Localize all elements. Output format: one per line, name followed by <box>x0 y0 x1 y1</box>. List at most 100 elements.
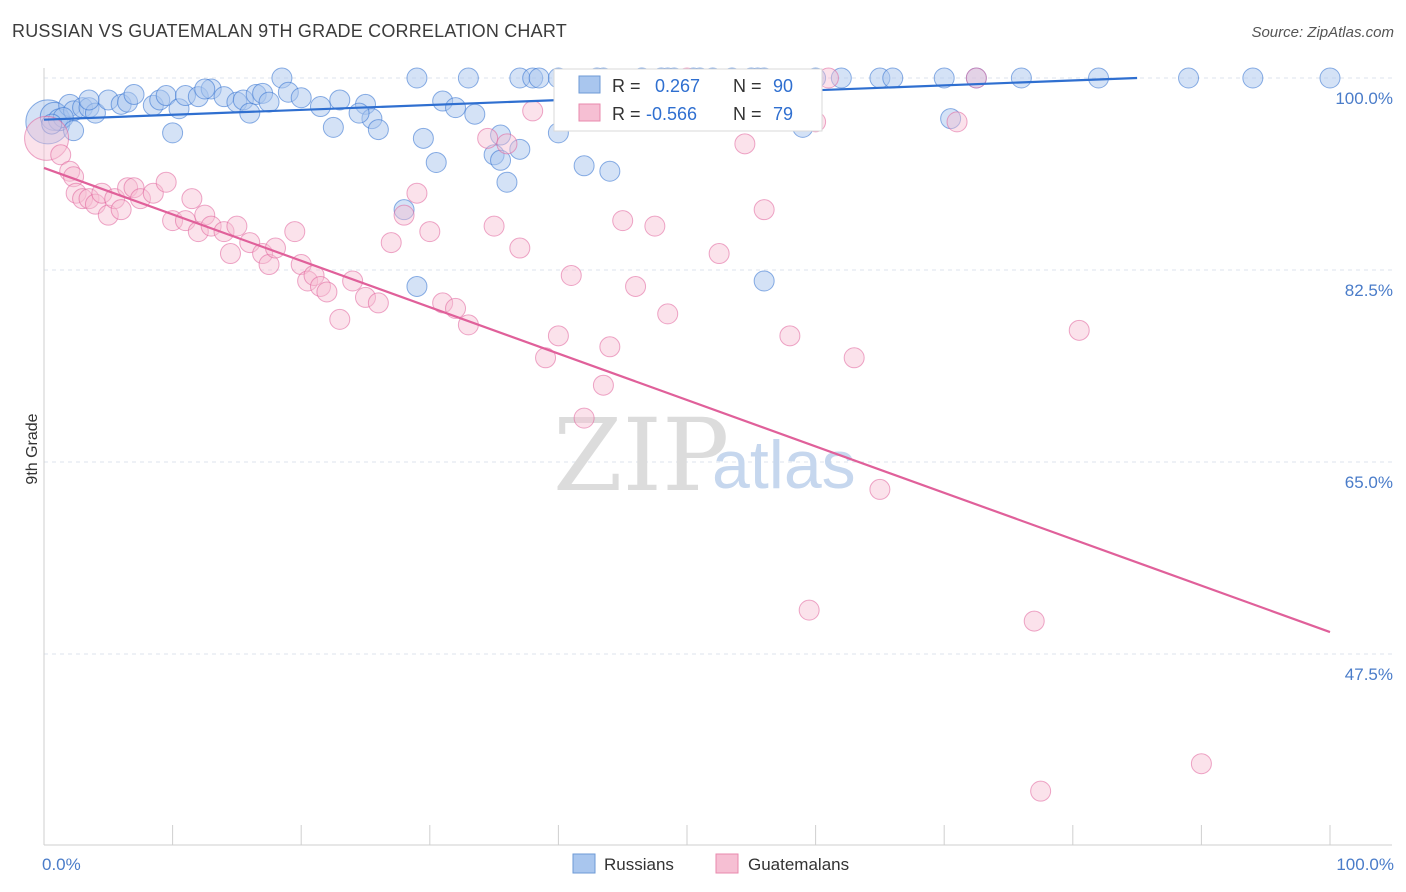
guatemalans-point-48 <box>483 215 505 237</box>
russians-point-69 <box>425 151 447 173</box>
guatemalans-point-54 <box>560 264 582 286</box>
guatemalans-point-72 <box>869 478 891 500</box>
guatemalans-point-4 <box>65 182 87 204</box>
russians-point-66 <box>322 116 344 138</box>
guatemalans-point-73 <box>946 111 968 133</box>
y-tick-label-1: 82.5% <box>1345 281 1393 300</box>
russians-point-64 <box>162 122 184 144</box>
guatemalans-point-50 <box>509 237 531 259</box>
x-tick-label-0: 0.0% <box>42 855 81 874</box>
guatemalans-point-25 <box>226 215 248 237</box>
russians-point-72 <box>509 138 531 160</box>
guatemalans-point-58 <box>612 210 634 232</box>
russians-r-value: 0.267 <box>650 76 700 96</box>
guatemalans-point-6 <box>78 188 100 210</box>
bottom-legend: Russians Guatemalans <box>572 853 849 874</box>
russians-n-label: N = <box>733 76 762 96</box>
axes <box>43 68 1392 846</box>
russians-point-55 <box>933 67 955 89</box>
russians-point-60 <box>1242 67 1264 89</box>
guatemalans-point-34 <box>309 275 331 297</box>
guatemalans-n-value: 79 <box>773 104 793 124</box>
russians-point-11 <box>123 83 145 105</box>
russians-point-32 <box>348 102 370 124</box>
chart-title: RUSSIAN VS GUATEMALAN 9TH GRADE CORRELAT… <box>12 21 567 41</box>
guatemalans-point-47 <box>477 127 499 149</box>
guatemalans-point-1 <box>50 144 72 166</box>
russians-point-75 <box>599 160 621 182</box>
russians-r-label: R = <box>612 76 641 96</box>
guatemalans-r-label: R = <box>612 104 641 124</box>
legend-russians-swatch <box>572 853 596 874</box>
guatemalans-point-65 <box>734 133 756 155</box>
russians-point-29 <box>329 89 351 111</box>
russians-point-78 <box>393 199 415 221</box>
guatemalans-point-16 <box>155 171 177 193</box>
guatemalans-point-38 <box>355 286 376 308</box>
guatemalans-point-53 <box>547 325 569 347</box>
legend-guatemalans-label: Guatemalans <box>748 855 849 874</box>
guatemalans-point-61 <box>657 303 679 325</box>
y-tick-label-2: 65.0% <box>1345 473 1393 492</box>
guatemalans-point-37 <box>342 270 364 292</box>
russians-point-68 <box>412 127 434 149</box>
guatemalans-point-78 <box>1190 753 1212 775</box>
guatemalans-point-11 <box>110 199 132 221</box>
y-tick-label-0: 100.0% <box>1335 89 1393 108</box>
guatemalans-point-55 <box>573 407 595 429</box>
guatemalans-point-66 <box>753 199 775 221</box>
guatemalans-point-75 <box>1023 610 1045 632</box>
guatemalans-point-67 <box>779 325 801 347</box>
guatemalans-point-51 <box>522 100 544 122</box>
guatemalans-point-42 <box>406 182 428 204</box>
guatemalans-point-36 <box>329 308 351 330</box>
guatemalans-point-30 <box>284 221 306 243</box>
russians-point-80 <box>753 270 775 292</box>
russians-point-36 <box>464 103 486 125</box>
russians-point-79 <box>406 275 428 297</box>
guatemalans-point-56 <box>592 374 614 396</box>
guatemalans-point-71 <box>843 347 865 369</box>
guatemalans-point-52 <box>535 347 557 369</box>
russians-point-77 <box>496 171 518 193</box>
guatemalans-point-40 <box>380 232 402 254</box>
russians-point-62 <box>940 108 962 130</box>
russians-point-59 <box>1178 67 1200 89</box>
russians-point-28 <box>309 96 331 118</box>
tick-labels: 100.0% 82.5% 65.0% 47.5% 0.0% 100.0% <box>42 89 1394 874</box>
russians-point-35 <box>445 97 467 119</box>
guatemalans-point-77 <box>1068 319 1090 341</box>
russians-point-67 <box>367 119 389 141</box>
guatemalans-point-35 <box>316 281 338 303</box>
guatemalans-point-0 <box>24 115 70 161</box>
trend-lines <box>43 76 1331 634</box>
guatemalans-point-19 <box>181 188 203 210</box>
russians-n-value: 90 <box>773 76 793 96</box>
guatemalans-point-57 <box>599 336 621 358</box>
watermark-zip: ZIP <box>553 397 729 514</box>
guatemalans-point-3 <box>63 166 85 188</box>
russians-point-71 <box>490 124 512 146</box>
guatemalans-point-39 <box>367 292 389 314</box>
guatemalans-trend-line <box>43 166 1331 634</box>
guatemalans-point-43 <box>419 221 441 243</box>
guatemalans-point-64 <box>708 243 730 265</box>
guatemalans-swatch <box>578 103 601 122</box>
grid-lines <box>44 77 1392 655</box>
russians-swatch <box>578 75 601 94</box>
guatemalans-point-59 <box>625 275 647 297</box>
russians-point-33 <box>406 67 428 89</box>
stats-legend: R = 0.267 N = 90 R = -0.566 N = 79 <box>553 68 823 132</box>
russians-point-76 <box>490 149 512 171</box>
guatemalans-point-45 <box>445 297 467 319</box>
russians-point-61 <box>1319 67 1341 89</box>
guatemalans-n-label: N = <box>733 104 762 124</box>
guatemalans-point-24 <box>219 243 241 265</box>
russians-point-86 <box>457 67 479 89</box>
guatemalans-point-76 <box>1030 780 1052 802</box>
guatemalans-point-13 <box>123 177 145 199</box>
guatemalans-point-60 <box>644 215 666 237</box>
russians-point-85 <box>194 78 216 100</box>
russians-point-57 <box>1010 67 1032 89</box>
